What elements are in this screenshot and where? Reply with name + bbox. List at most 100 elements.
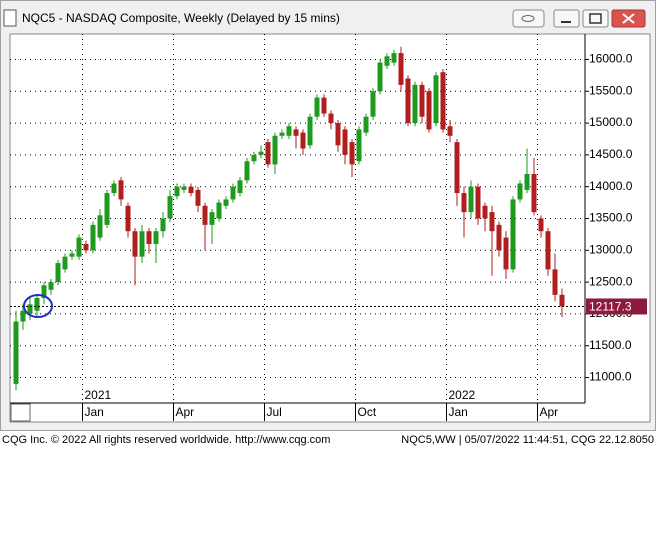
candle-body — [405, 78, 411, 124]
candle-body — [209, 212, 215, 225]
maximize-icon — [589, 13, 602, 24]
candle-body — [286, 126, 292, 136]
candle-body — [279, 132, 285, 136]
candle-body — [552, 269, 558, 295]
candle-body — [265, 142, 271, 165]
candle-body — [258, 151, 264, 155]
candle-body — [132, 231, 138, 257]
x-tick-label: Apr — [540, 405, 559, 419]
candle-body — [188, 186, 194, 194]
y-tick-label: 11000.0 — [589, 370, 632, 384]
candle-body — [398, 53, 404, 85]
candle-body — [349, 142, 355, 165]
candle-body — [90, 224, 96, 251]
candle-body — [237, 180, 243, 194]
candle-body — [244, 161, 250, 181]
candle-body — [370, 91, 376, 117]
plot: 11000.011500.012000.012500.013000.013500… — [10, 34, 647, 421]
candle-body — [482, 205, 488, 219]
candle-body — [433, 75, 439, 124]
candle-body — [20, 310, 26, 322]
x-tick-label: Jul — [267, 405, 282, 419]
candle-body — [251, 154, 257, 162]
x-tick-label: Jan — [449, 405, 468, 419]
candle-body — [216, 202, 222, 219]
candle-body — [538, 218, 544, 232]
candle-body — [328, 113, 334, 124]
candle-body — [27, 304, 33, 314]
candle-body — [153, 231, 159, 244]
candle-body — [314, 97, 320, 117]
candle-body — [377, 62, 383, 92]
window-icon — [3, 9, 17, 27]
last-price-box — [586, 298, 647, 315]
candle-body — [300, 132, 306, 149]
candle-body — [503, 237, 509, 270]
year-label: 2022 — [449, 388, 476, 402]
candle-body — [118, 180, 124, 200]
candle-body — [342, 129, 348, 155]
candle-body — [545, 231, 551, 270]
candle-body — [230, 186, 236, 200]
candle-body — [41, 285, 47, 299]
x-tick-label: Apr — [176, 405, 195, 419]
candle-body — [104, 193, 110, 225]
candle-body — [524, 173, 530, 190]
candle-body — [48, 282, 54, 290]
y-tick-label: 15500.0 — [589, 83, 633, 97]
y-tick-label: 13000.0 — [589, 242, 633, 256]
candle-body — [454, 142, 460, 194]
candle-body — [139, 231, 145, 257]
candle-body — [426, 91, 432, 130]
candle-body — [461, 193, 467, 213]
candle-body — [160, 218, 166, 232]
candle-body — [181, 186, 187, 190]
candle-body — [13, 321, 19, 384]
link-button[interactable] — [512, 9, 545, 28]
candle-body — [293, 129, 299, 136]
candle-body — [447, 126, 453, 136]
candle-body — [335, 123, 341, 146]
candle-body — [475, 186, 481, 219]
highlight-circle — [23, 294, 53, 318]
candle-body — [391, 53, 397, 63]
year-label: 2021 — [85, 388, 112, 402]
window-title: NQC5 - NASDAQ Composite, Weekly (Delayed… — [22, 11, 340, 25]
candle-body — [440, 72, 446, 130]
x-tick-label: Jan — [85, 405, 104, 419]
candle-body — [111, 183, 117, 194]
candle-body — [125, 205, 131, 232]
candle-body — [307, 116, 313, 146]
minimize-button[interactable] — [553, 9, 580, 28]
candle-body — [531, 173, 537, 213]
candle-body — [62, 256, 68, 270]
candle-body — [356, 129, 362, 162]
y-tick-label: 13500.0 — [589, 211, 633, 225]
y-tick-label: 14000.0 — [589, 179, 633, 193]
candle-body — [195, 189, 201, 206]
candle-body — [202, 205, 208, 225]
footer-right: NQC5,WW | 05/07/2022 11:44:51, CQG 22.12… — [401, 434, 654, 446]
y-tick-label: 16000.0 — [589, 52, 633, 66]
y-tick-label: 11500.0 — [589, 338, 632, 352]
candle-body — [97, 215, 103, 238]
candle-body — [363, 116, 369, 133]
candle-body — [559, 294, 565, 307]
candle-body — [468, 186, 474, 213]
last-price-label: 12117.3 — [589, 300, 632, 314]
link-icon — [521, 15, 535, 22]
candle-body — [174, 186, 180, 197]
candle-body — [223, 199, 229, 206]
candle-body — [384, 56, 390, 66]
footer-left: CQG Inc. © 2022 All rights reserved worl… — [2, 434, 330, 446]
maximize-button[interactable] — [582, 9, 609, 28]
y-tick-label: 14500.0 — [589, 147, 633, 161]
candle-body — [272, 135, 278, 165]
candle-body — [517, 183, 523, 200]
candle-body — [167, 196, 173, 219]
y-tick-label: 12500.0 — [589, 274, 633, 288]
close-icon — [622, 13, 635, 24]
candle-body — [321, 97, 327, 114]
scroll-box[interactable] — [10, 403, 31, 422]
